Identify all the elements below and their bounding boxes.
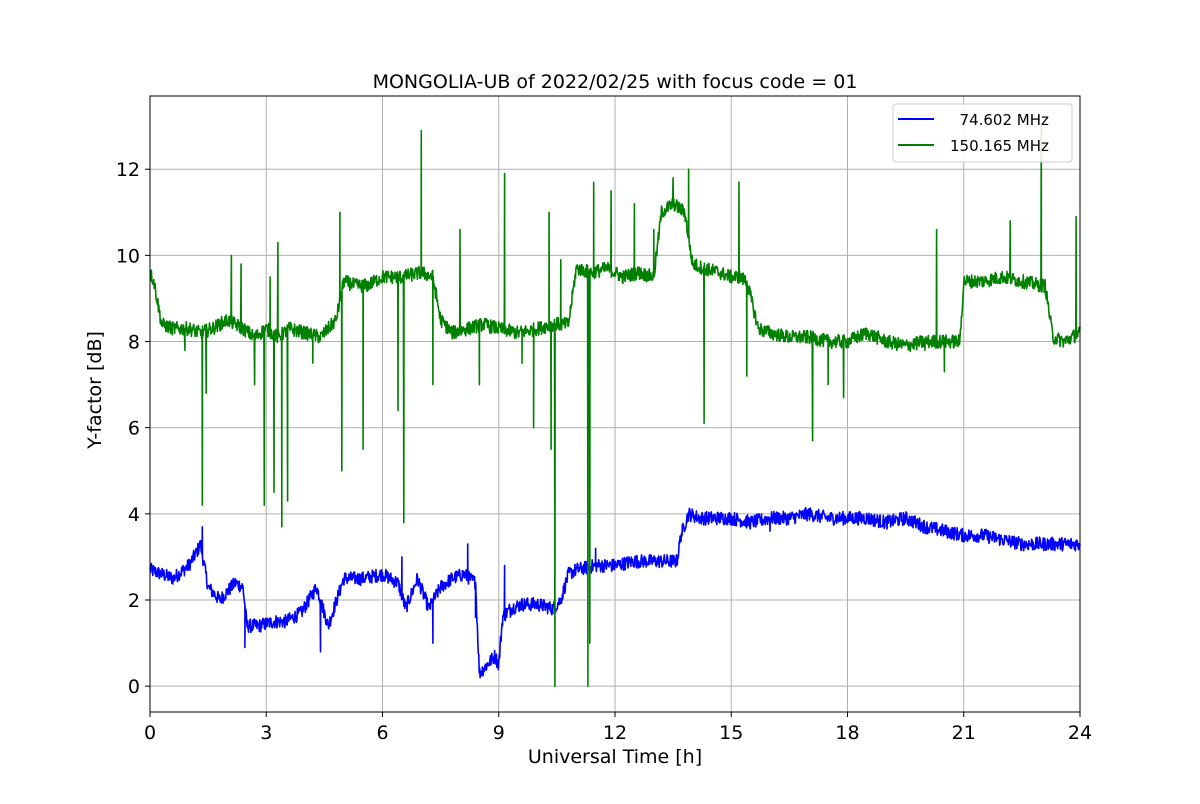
x-tick-label: 3 (260, 722, 272, 744)
y-tick-label: 0 (128, 676, 140, 698)
x-tick-label: 24 (1068, 722, 1092, 744)
chart-title: MONGOLIA-UB of 2022/02/25 with focus cod… (373, 71, 858, 93)
y-tick-label: 2 (128, 590, 140, 612)
y-axis-label: Y-factor [dB] (84, 331, 106, 450)
plot-area (149, 125, 1081, 687)
x-tick-label: 6 (376, 722, 388, 744)
x-tick-label: 15 (719, 722, 743, 744)
y-tick-label: 12 (116, 159, 140, 181)
y-tick-label: 10 (116, 245, 140, 267)
y-tick-label: 6 (128, 418, 140, 440)
legend-box (892, 103, 1073, 163)
x-tick-label: 18 (835, 722, 859, 744)
x-tick-label: 21 (952, 722, 976, 744)
series-line-1 (149, 506, 1081, 679)
x-tick-label: 9 (493, 722, 505, 744)
series-line-2 (149, 125, 1081, 687)
y-tick-label: 8 (128, 332, 140, 354)
x-tick-label: 12 (603, 722, 627, 744)
x-axis-label: Universal Time [h] (528, 746, 702, 768)
legend-label-series-2: 150.165 MHz (950, 137, 1049, 155)
y-tick-label: 4 (128, 504, 140, 526)
x-tick-label: 0 (144, 722, 156, 744)
legend: 74.602 MHz 150.165 MHz (892, 103, 1073, 163)
legend-label-series-1: 74.602 MHz (950, 111, 1049, 129)
